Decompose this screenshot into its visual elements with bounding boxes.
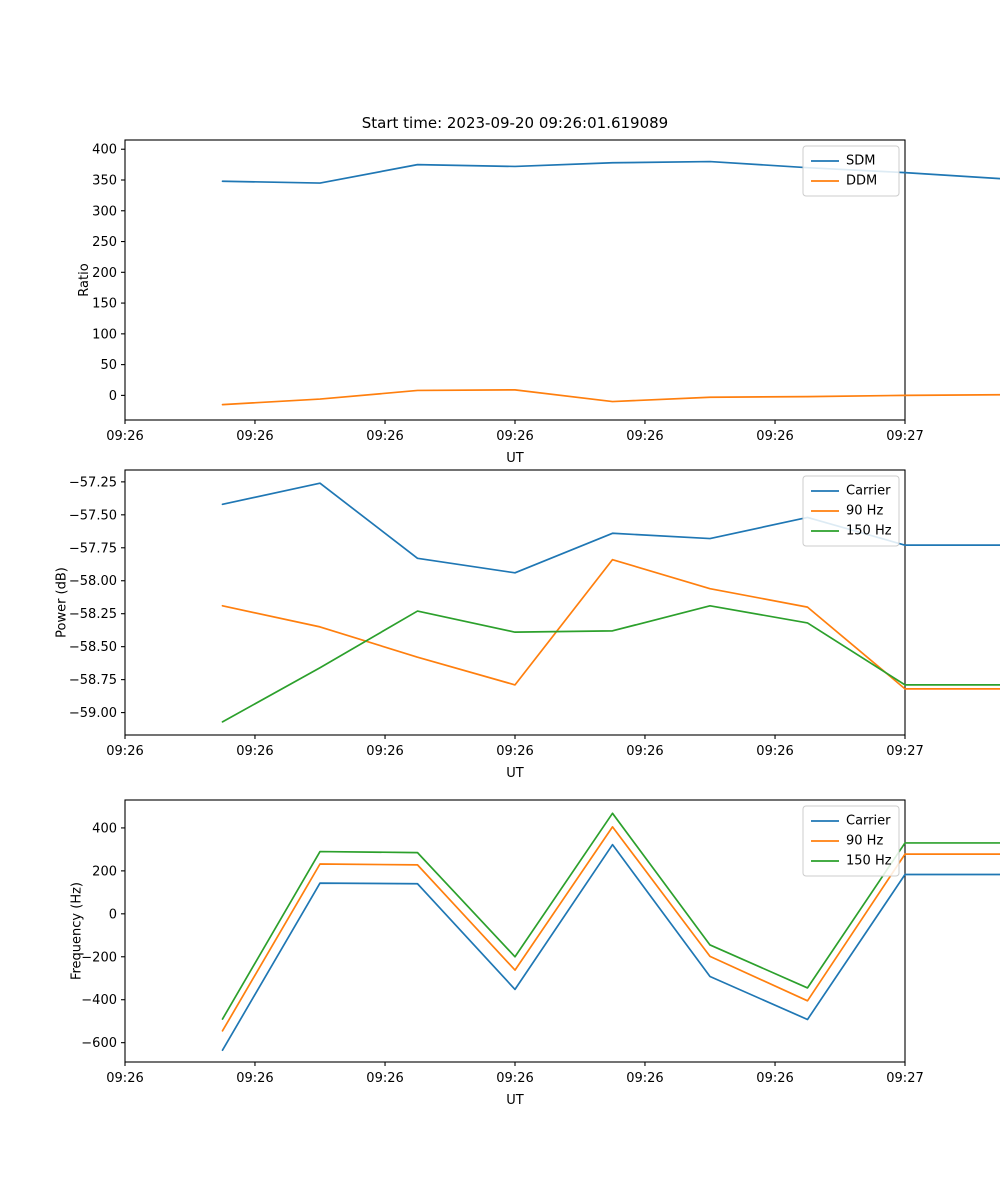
y-tick-label: −58.00 — [69, 574, 117, 589]
y-tick-label: −600 — [81, 1036, 117, 1051]
y-tick-label: −400 — [81, 993, 117, 1008]
x-tick-label: 09:26 — [756, 1071, 793, 1086]
y-tick-label: 0 — [109, 389, 117, 404]
frequency-plot-legend: Carrier 90 Hz 150 Hz — [803, 806, 899, 876]
y-axis-label: Ratio — [77, 263, 92, 296]
legend-label-carrier: Carrier — [846, 484, 891, 499]
x-tick-label: 09:26 — [366, 429, 403, 444]
y-tick-label: 50 — [100, 358, 117, 373]
x-tick-label: 09:26 — [366, 744, 403, 759]
y-tick-label: 150 — [92, 297, 117, 312]
y-axis-label: Power (dB) — [54, 567, 69, 638]
frequency-plot: 09:26 09:26 09:26 09:26 09:26 09:26 09:27 400 20… — [70, 800, 1000, 1108]
legend-label-90-hz: 90 Hz — [846, 834, 883, 849]
legend-label-90-hz: 90 Hz — [846, 504, 883, 519]
x-tick-label: 09:26 — [106, 429, 143, 444]
x-tick-label: 09:26 — [236, 1071, 273, 1086]
legend-label-sdm: SDM — [846, 154, 875, 169]
y-tick-label: 400 — [92, 821, 117, 836]
x-tick-label: 09:26 — [106, 1071, 143, 1086]
x-tick-label: 09:26 — [626, 429, 663, 444]
y-tick-label: 200 — [92, 864, 117, 879]
legend-label-150-hz: 150 Hz — [846, 854, 892, 869]
x-tick-label: 09:26 — [236, 429, 273, 444]
legend-label-150-hz: 150 Hz — [846, 524, 892, 539]
x-axis-label: UT — [506, 451, 524, 466]
x-tick-label: 09:27 — [886, 1071, 923, 1086]
frequency-plot-axes-frame — [125, 800, 905, 1062]
x-tick-label: 09:26 — [496, 429, 533, 444]
series-line-90-hz — [223, 560, 1000, 689]
y-tick-label: −58.25 — [69, 607, 117, 622]
x-tick-label: 09:26 — [626, 1071, 663, 1086]
y-tick-label: 350 — [92, 174, 117, 189]
y-tick-label: −58.50 — [69, 640, 117, 655]
power-plot-axes-frame — [125, 470, 905, 735]
ratio-plot: Start time: 2023-09-20 09:26:01.619089 09… — [77, 114, 1000, 466]
y-tick-label: 400 — [92, 143, 117, 158]
y-tick-label: 300 — [92, 204, 117, 219]
power-plot: 09:26 09:26 09:26 09:26 09:26 09:26 09:27 −57.2… — [54, 470, 1000, 781]
y-tick-label: −200 — [81, 950, 117, 965]
x-tick-label: 09:26 — [626, 744, 663, 759]
y-tick-label: 100 — [92, 327, 117, 342]
y-tick-label: −57.75 — [69, 541, 117, 556]
x-tick-label: 09:26 — [366, 1071, 403, 1086]
x-axis-label: UT — [506, 766, 524, 781]
y-tick-label: −58.75 — [69, 673, 117, 688]
y-tick-label: 0 — [109, 907, 117, 922]
ratio-plot-legend: SDM DDM — [803, 146, 899, 196]
x-tick-label: 09:26 — [106, 744, 143, 759]
x-tick-label: 09:26 — [756, 744, 793, 759]
chart-title: Start time: 2023-09-20 09:26:01.619089 — [362, 114, 668, 132]
y-tick-label: −57.50 — [69, 508, 117, 523]
x-tick-label: 09:27 — [886, 429, 923, 444]
x-tick-label: 09:26 — [236, 744, 273, 759]
x-tick-label: 09:26 — [756, 429, 793, 444]
x-tick-label: 09:26 — [496, 1071, 533, 1086]
power-plot-legend: Carrier 90 Hz 150 Hz — [803, 476, 899, 546]
x-tick-label: 09:27 — [886, 744, 923, 759]
legend-label-carrier: Carrier — [846, 814, 891, 829]
series-line-150-hz — [223, 606, 1000, 722]
x-axis-label: UT — [506, 1093, 524, 1108]
y-axis-label: Frequency (Hz) — [70, 882, 85, 980]
y-tick-label: 250 — [92, 235, 117, 250]
series-line-ddm — [223, 390, 1000, 405]
x-tick-label: 09:26 — [496, 744, 533, 759]
legend-label-ddm: DDM — [846, 174, 877, 189]
y-tick-label: −57.25 — [69, 475, 117, 490]
y-tick-label: −59.00 — [69, 706, 117, 721]
y-tick-label: 200 — [92, 266, 117, 281]
